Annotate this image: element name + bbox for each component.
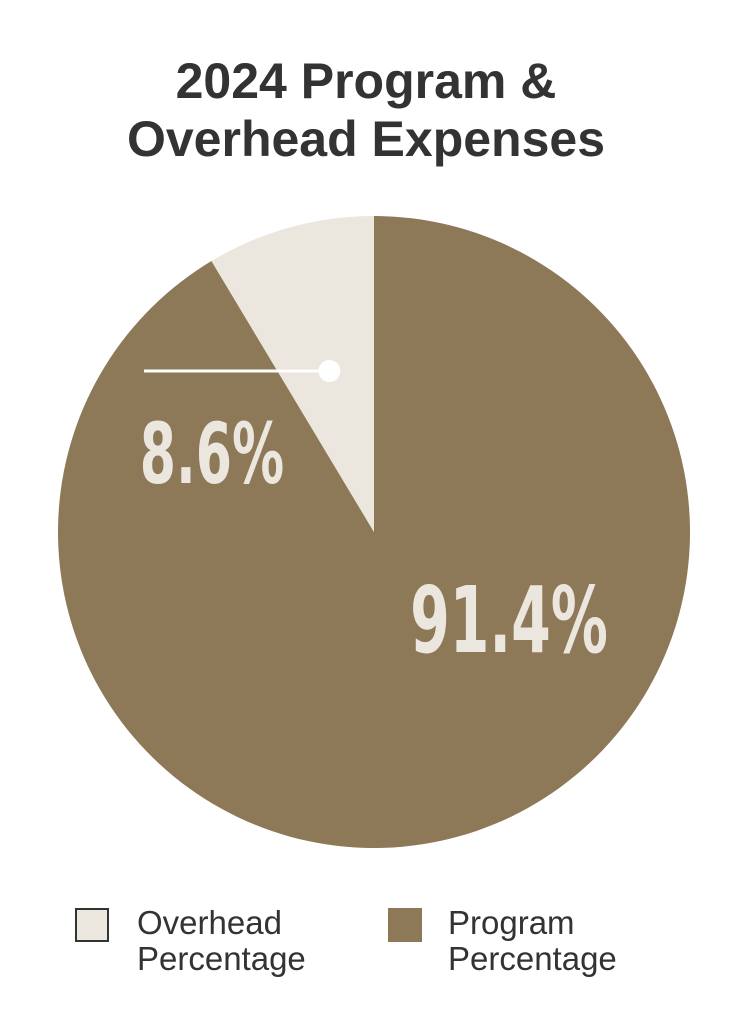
overhead-data-label: 8.6%	[140, 406, 284, 503]
legend-label-program-line-2: Percentage	[448, 940, 617, 977]
chart-title-line-2: Overhead Expenses	[126, 111, 606, 167]
chart-title-line-1: 2024 Program &	[175, 53, 557, 109]
pie-slice-overhead	[211, 216, 374, 532]
legend-swatch-program	[388, 908, 422, 942]
legend-label-overhead: Overhead Percentage	[137, 905, 306, 977]
legend: Overhead Percentage Program Percentage	[0, 905, 732, 1005]
pie-slice-program	[57, 216, 690, 848]
overhead-leader-dot	[318, 360, 341, 383]
legend-label-program: Program Percentage	[448, 905, 617, 977]
chart-title: 2024 Program & Overhead Expenses	[0, 52, 732, 168]
legend-label-overhead-line-2: Percentage	[137, 940, 306, 977]
program-data-label: 91.4%	[410, 568, 608, 675]
legend-label-overhead-line-1: Overhead	[137, 904, 282, 941]
legend-label-program-line-1: Program	[448, 904, 575, 941]
legend-swatch-overhead	[75, 908, 109, 942]
